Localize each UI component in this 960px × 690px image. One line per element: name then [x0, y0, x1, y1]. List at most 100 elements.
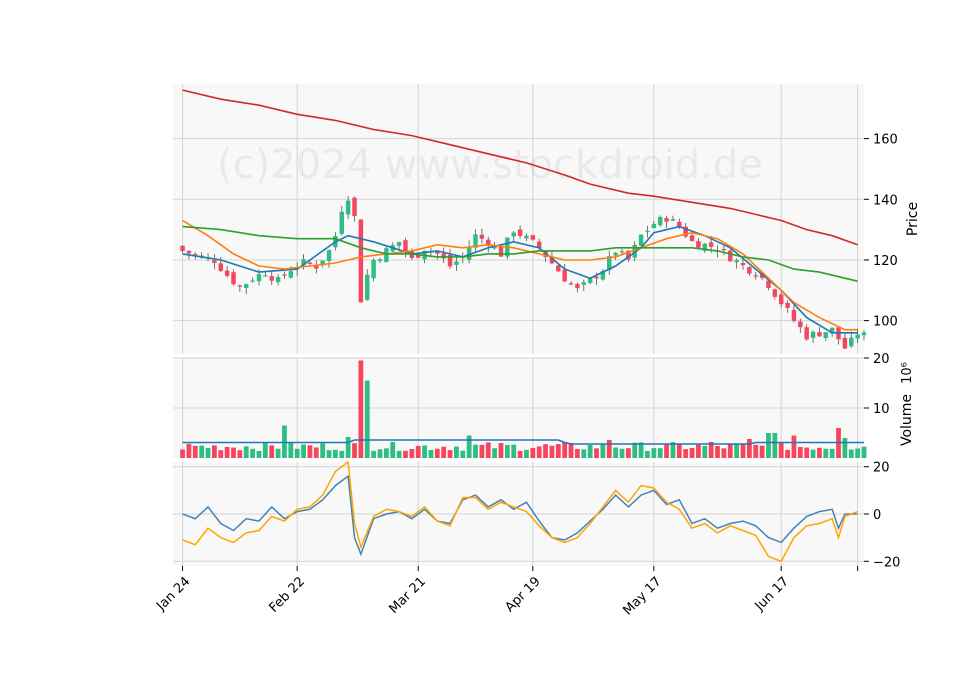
candle-body [466, 246, 472, 260]
candle [212, 254, 217, 270]
volume-bar [575, 448, 580, 458]
candle-body [740, 262, 746, 266]
candle-body [326, 250, 332, 262]
candle [581, 279, 587, 292]
candle-body [224, 270, 230, 276]
candle [778, 291, 784, 308]
volume-bar [581, 449, 587, 458]
candle [447, 249, 453, 270]
candle [645, 225, 650, 238]
candle [263, 272, 268, 277]
candle-body [772, 289, 778, 297]
candle-body [734, 260, 739, 263]
candle [804, 324, 809, 341]
volume-bar [632, 442, 638, 458]
volume-bar [275, 448, 281, 458]
y-tick-label: 20 [873, 352, 890, 367]
volume-bar [536, 446, 542, 458]
candle-body [307, 262, 313, 265]
volume-bar [721, 448, 727, 458]
volume-bar [543, 444, 548, 458]
volume-bar [428, 449, 434, 458]
volume-bar [371, 450, 377, 458]
price-panel [173, 84, 864, 354]
volume-bar [797, 447, 803, 458]
volume-bar [517, 450, 523, 458]
volume-bar [403, 450, 408, 458]
volume-bar [855, 448, 861, 458]
volume-bar [504, 445, 510, 458]
volume-bar [294, 448, 300, 458]
volume-bar [689, 447, 695, 458]
candle-body [377, 259, 383, 262]
candle [352, 196, 357, 222]
candle [275, 274, 281, 286]
candle-body [415, 255, 421, 258]
volume-bar [861, 446, 867, 458]
candle-body [358, 219, 364, 303]
candle-body [282, 274, 287, 276]
volume-bar [804, 447, 810, 458]
volume-bar [759, 445, 765, 458]
volume-bar [791, 435, 797, 458]
candle [702, 243, 708, 253]
candle-body [549, 256, 555, 264]
volume-bar [549, 445, 555, 458]
candle [823, 332, 829, 342]
candle-body [180, 245, 185, 251]
volume-bar [415, 445, 421, 458]
candle-body [479, 234, 485, 239]
candle-body [798, 321, 803, 328]
volume-bar [231, 447, 236, 458]
volume-bar [657, 448, 663, 458]
candle-body [849, 337, 854, 347]
candle-body [263, 275, 268, 277]
volume-bar [651, 448, 657, 458]
candle [721, 245, 727, 256]
candle-body [670, 219, 676, 221]
volume-bar [638, 442, 644, 458]
volume-bar [250, 448, 255, 458]
candle-body [244, 284, 249, 288]
candle [524, 233, 529, 242]
candle-body [269, 276, 274, 281]
candle-body [747, 267, 752, 274]
candle-body [275, 277, 281, 283]
candle [454, 256, 459, 271]
volume-bar [625, 448, 631, 458]
volume-bar [785, 449, 790, 458]
ma-line-sma_mid [182, 219, 858, 331]
oscillator-lines [182, 460, 858, 563]
candle [766, 279, 771, 291]
candle [180, 245, 185, 253]
candle-body [728, 250, 733, 262]
candle-body [861, 332, 867, 336]
volume-bar [288, 442, 294, 458]
candle-body [664, 218, 669, 222]
volume-bar [326, 450, 332, 458]
candle-body [842, 337, 848, 349]
volume-axis-label: Volume [899, 394, 915, 446]
candle [314, 260, 319, 274]
candle-body [645, 230, 650, 232]
volume-bar [823, 448, 829, 458]
y-tick-label: 20 [873, 461, 890, 476]
candle-body [250, 280, 255, 282]
candle-body [587, 278, 593, 283]
volume-bar [269, 445, 275, 458]
candle [339, 205, 344, 236]
candle-body [651, 224, 657, 228]
candle [511, 230, 516, 242]
candle [345, 195, 351, 220]
volume-bar [262, 442, 268, 458]
ma-line-sma_slow [182, 225, 858, 282]
candle-body [657, 216, 663, 226]
candle-body [524, 235, 529, 239]
volume-bar [606, 440, 612, 458]
candle [441, 247, 446, 264]
candle [670, 215, 676, 222]
candle-body [492, 246, 497, 249]
volume-bar [237, 450, 243, 458]
x-tick-label: Apr 19 [503, 574, 544, 615]
candle-body [256, 274, 262, 282]
